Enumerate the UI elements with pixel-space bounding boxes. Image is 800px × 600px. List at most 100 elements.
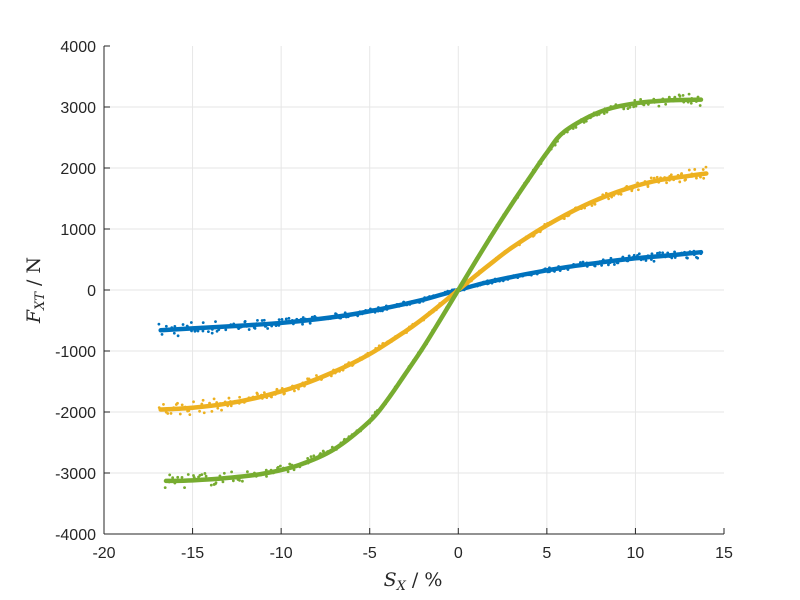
- series-1-data-point: [253, 326, 257, 330]
- series-1-data-point: [284, 317, 288, 321]
- series-2-data-point: [227, 396, 231, 400]
- series-3-data-point: [664, 102, 668, 106]
- series-1-data-point: [206, 330, 210, 334]
- series-1-data-point: [160, 333, 164, 336]
- series-2-data-point: [293, 389, 296, 393]
- x-axis-label-rest: / %: [406, 569, 443, 591]
- y-tick-label: 4000: [60, 39, 96, 56]
- tick-label-layer: -20 -15 -10 -5 0 5 10 15 -4000 -3000 -2000 -1000 0 10…: [55, 39, 733, 562]
- x-tick-label: -20: [92, 545, 115, 562]
- series-1-data-point: [627, 254, 631, 258]
- series-1-data-point: [637, 252, 641, 256]
- y-tick-label: 3000: [60, 100, 96, 117]
- series-2-data-point: [202, 411, 206, 415]
- series-1-data-point: [658, 251, 662, 255]
- series-3-data-point: [186, 473, 190, 476]
- series-2-data-point: [636, 188, 640, 192]
- series-2-data-point: [162, 403, 165, 406]
- series-3-data-point: [231, 479, 235, 483]
- y-tick-label: -1000: [55, 344, 96, 361]
- series-2-data-point: [695, 176, 698, 180]
- y-axis-label-main: F: [23, 309, 45, 324]
- series-1-data-point: [607, 263, 610, 267]
- series-3-data-point: [238, 478, 241, 482]
- series-3-data-point: [276, 465, 280, 469]
- series-2-data-point: [216, 406, 220, 410]
- y-axis-label: FXT / N: [23, 257, 48, 324]
- series-3-data-point: [689, 101, 693, 105]
- y-tick-label: 2000: [60, 161, 96, 178]
- series-3-data-point: [171, 476, 175, 480]
- series-1-data-point: [287, 316, 291, 320]
- series-1-data-point: [260, 319, 264, 322]
- series-2-data-point: [262, 391, 266, 395]
- series-3-data-point: [183, 486, 186, 490]
- series-3-data-point: [657, 104, 661, 108]
- series-3-data-point: [209, 483, 213, 487]
- series-1-data-point: [176, 334, 180, 338]
- series-3-data-point: [204, 474, 208, 478]
- series-2-data-point: [256, 392, 259, 396]
- series-3-data-point: [681, 94, 685, 97]
- series-1-data-point: [301, 322, 304, 326]
- series-2-data-point: [180, 403, 184, 407]
- series-2-data-point: [169, 411, 173, 415]
- series-2-data-point: [669, 173, 673, 177]
- x-axis-label: SX / %: [384, 569, 443, 594]
- series-1-data-point: [164, 324, 168, 328]
- y-tick-label: -2000: [55, 405, 96, 422]
- series-1-data-point: [613, 263, 616, 266]
- y-tick-label: -3000: [55, 466, 96, 483]
- series-2-data-point: [701, 168, 705, 171]
- series-2-data-point: [275, 387, 279, 391]
- axes-layer: [103, 45, 725, 535]
- series-1-data-point: [632, 253, 636, 257]
- series-3-data-point: [632, 105, 636, 109]
- series-1-data-point: [201, 329, 205, 333]
- x-tick-label: 10: [627, 545, 645, 562]
- series-2-data-point: [593, 202, 597, 206]
- series-2-data-point: [687, 168, 691, 172]
- series-2-data-point: [702, 176, 706, 180]
- series-3-data-point: [222, 471, 226, 475]
- series-3-data-point: [180, 475, 184, 479]
- series-2-data-point: [220, 408, 223, 412]
- y-axis-label-sub: XT: [33, 291, 48, 311]
- series-3-data-point: [309, 455, 313, 458]
- series-1-data-point: [644, 259, 648, 262]
- series-1-data-point: [686, 256, 689, 260]
- series-1-data-point: [201, 321, 205, 325]
- series-1-data-point: [256, 318, 259, 322]
- series-3-data-point: [677, 93, 681, 97]
- series-2-data-point: [188, 413, 192, 417]
- x-axis-label-sub: X: [396, 579, 407, 594]
- series-3-group: [163, 92, 704, 490]
- series-1-data-point: [173, 325, 177, 328]
- series-2-data-point: [166, 412, 170, 415]
- series-1-data-point: [280, 317, 284, 321]
- series-1-data-point: [247, 328, 251, 331]
- series-2-data-point: [619, 192, 623, 196]
- x-tick-label: -5: [363, 545, 377, 562]
- x-tick-label: 0: [454, 545, 463, 562]
- series-3-data-point: [687, 92, 691, 96]
- series-2-data-point: [693, 168, 697, 171]
- x-axis-label-main: S: [384, 569, 397, 591]
- series-3-line: [163, 97, 704, 484]
- series-1-data-point: [243, 320, 247, 324]
- series-2-data-point: [607, 197, 611, 201]
- series-3-data-point: [698, 104, 702, 107]
- series-3-data-point: [279, 464, 282, 468]
- series-2-data-point: [201, 398, 205, 402]
- y-tick-label: -4000: [55, 527, 96, 544]
- series-1-data-point: [224, 328, 228, 332]
- series-2-data-point: [210, 409, 214, 413]
- series-1-data-point: [661, 251, 665, 255]
- series-1-line: [158, 249, 704, 333]
- series-3-data-point: [241, 479, 244, 483]
- series-3-data-point: [626, 107, 630, 110]
- series-2-data-point: [655, 175, 659, 179]
- series-3-data-point: [203, 472, 207, 475]
